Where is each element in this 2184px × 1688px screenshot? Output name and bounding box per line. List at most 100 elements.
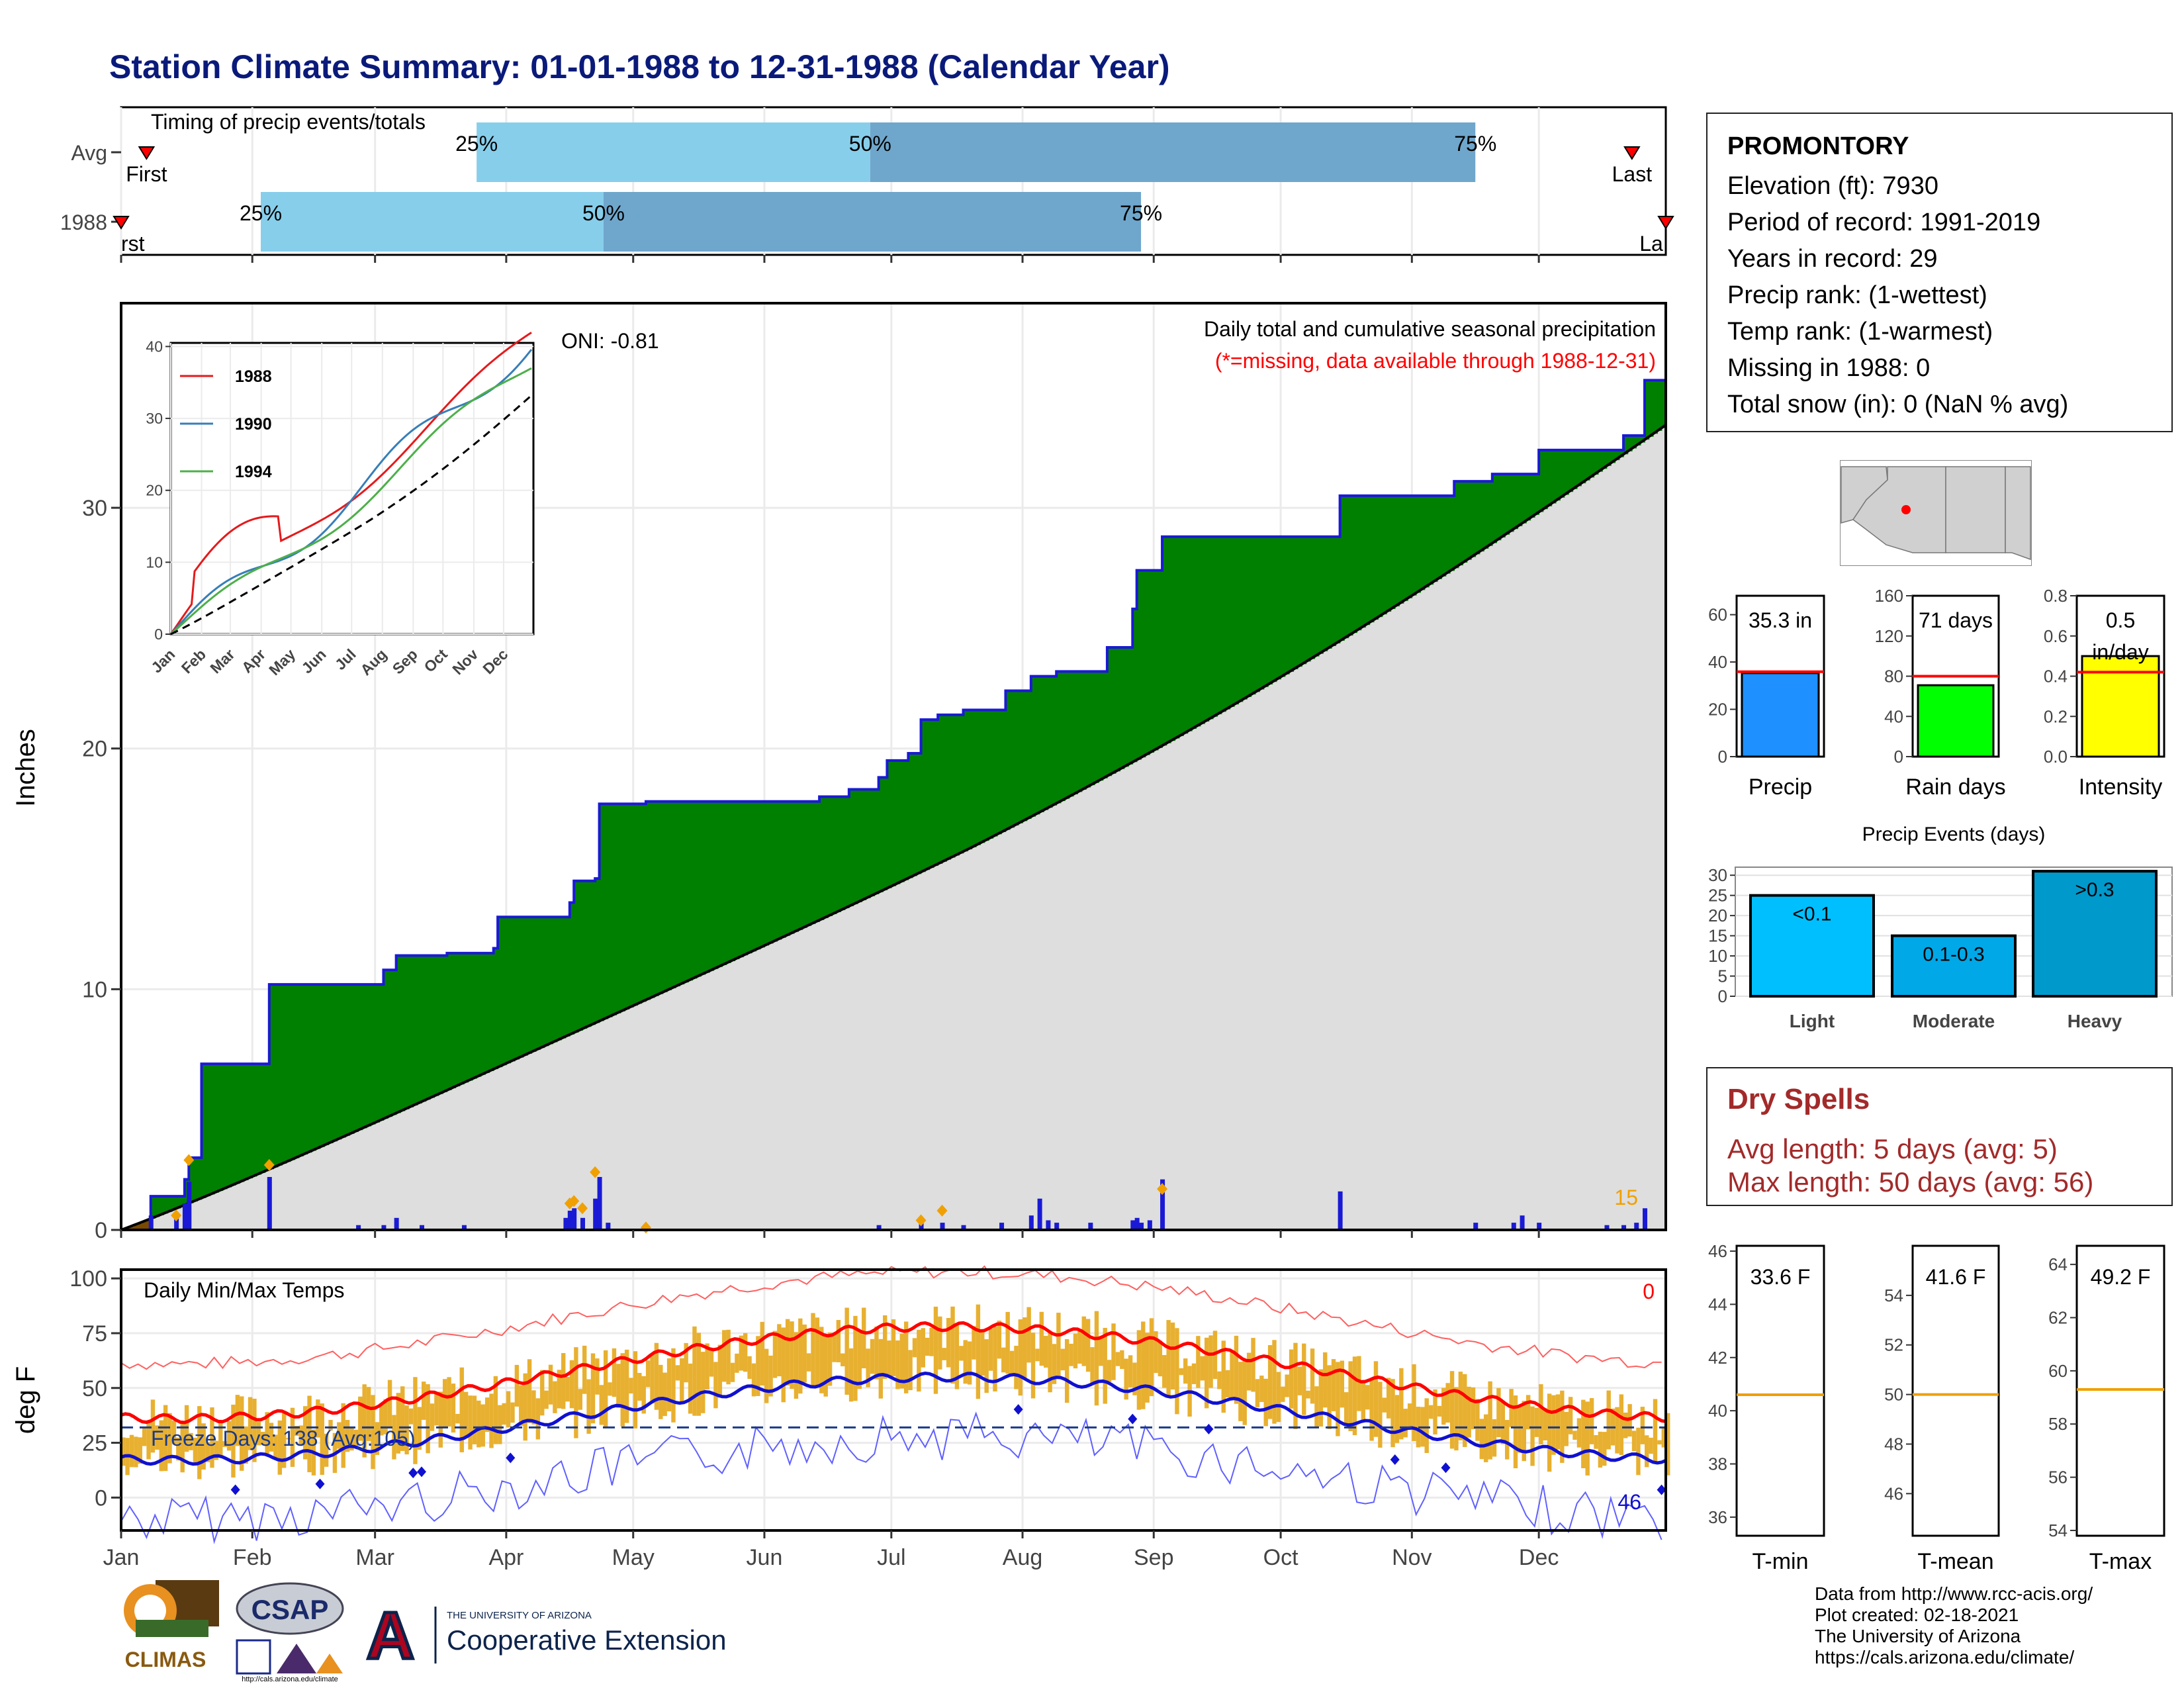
above-average-fill [1166,536,1171,743]
above-average-fill [1361,495,1366,628]
above-average-fill [1416,495,1421,593]
temp-panel: 0 25 50 75 100 Jan Feb Mar Apr May Jun Jul Aug Sep Oct… [11,1265,1670,1570]
daily-temp-bar [1128,1355,1133,1387]
above-average-fill [1645,380,1650,440]
above-average-fill [1263,536,1269,687]
daily-temp-bar [1467,1386,1471,1438]
daily-temp-bar [751,1363,756,1397]
daily-temp-bar [1568,1397,1573,1434]
daily-temp-bar [438,1391,443,1448]
daily-temp-bar [574,1347,578,1438]
above-average-fill [659,801,664,994]
above-average-fill [1242,536,1248,700]
above-average-fill [1090,671,1095,786]
daily-temp-bar [946,1317,951,1368]
daily-temp-bar [1518,1405,1522,1453]
above-average-fill [709,801,715,971]
daily-temp-bar [1196,1336,1201,1388]
above-average-fill [1259,536,1265,690]
daily-temp-bar [1543,1408,1547,1441]
first-event-label: First [126,162,167,186]
above-average-fill [557,917,562,1041]
above-average-fill [269,984,275,1170]
above-average-fill [1060,671,1066,802]
mini-tick-label: 40 [1708,652,1727,672]
daily-temp-bar [1471,1387,1476,1429]
above-average-fill [1572,449,1578,489]
above-average-fill [1543,449,1548,510]
daily-temp-bar [929,1327,934,1356]
daily-temp-bar [286,1438,291,1440]
above-average-fill [1525,474,1531,521]
cumulative-1988-line [121,379,1666,1231]
daily-temp-bar [468,1395,473,1450]
above-average-fill [358,984,363,1131]
events-tick-label: 30 [1708,865,1727,885]
above-average-fill [189,1157,194,1203]
above-average-fill [696,801,702,977]
daily-temp-bar [569,1360,574,1409]
temp-value-label: 49.2 F [2091,1265,2151,1289]
above-average-fill [666,801,672,990]
mini-tick-label: 120 [1875,626,1903,646]
above-average-fill [1175,536,1180,739]
above-average-fill [1251,536,1256,695]
daily-precip-extreme-marker [915,1214,927,1227]
daily-temp-bar [853,1315,858,1401]
above-average-fill [1505,474,1510,535]
above-average-fill [1564,449,1569,495]
above-average-fill [540,917,545,1049]
daily-temp-bar [1479,1419,1484,1460]
above-average-fill [320,984,325,1147]
daily-temp-bar [477,1400,481,1448]
daily-temp-bar [463,1391,469,1438]
credit-line: The University of Arizona [1815,1626,2021,1646]
above-average-fill [1285,536,1290,675]
daily-temp-bar [1149,1318,1154,1397]
record-low-marker [315,1478,325,1489]
temp-tick-label: 52 [1884,1335,1903,1355]
daily-temp-bar [413,1377,418,1464]
above-average-fill [1246,536,1252,697]
above-average-fill [1657,380,1662,431]
above-average-fill [912,753,917,876]
events-bar [1749,894,1875,998]
timing-pct-label: 75% [1454,132,1496,156]
above-average-fill [1568,449,1574,492]
above-average-fill [1331,536,1337,646]
daily-precip-extreme-marker [171,1209,182,1222]
daily-temp-bar [1039,1311,1044,1366]
above-average-fill [680,801,685,985]
above-average-fill [1094,671,1099,783]
precip-panel: 0 10 20 30 Inches Daily total and cumulative … [11,302,1667,1243]
daily-temp-bar [933,1306,938,1394]
above-average-fill [972,710,977,847]
daily-temp-bar [1255,1379,1260,1407]
daily-temp-bar [1023,1317,1027,1380]
daily-temp-bar [502,1403,506,1425]
above-average-fill [1555,449,1561,501]
above-average-fill [1615,449,1620,461]
above-average-fill [899,760,905,882]
daily-temp-bar [1484,1414,1488,1462]
daily-temp-bar [184,1405,189,1452]
daily-temp-bar [1357,1356,1361,1411]
daily-precip-bar [572,1208,577,1230]
above-average-fill [261,1064,266,1173]
daily-precip-bar [1037,1198,1042,1230]
above-average-fill [392,970,397,1115]
dry-spells-avg: Avg length: 5 days (avg: 5) [1727,1133,2058,1164]
daily-temp-bar [261,1431,265,1445]
above-average-fill [612,804,617,1015]
daily-temp-bar [1246,1352,1251,1391]
above-average-fill [1399,495,1404,604]
above-average-fill [1124,647,1129,767]
above-average-fill [1509,474,1514,532]
above-average-fill [862,789,867,900]
daily-temp-bar [472,1395,477,1444]
above-average-fill [244,1064,249,1180]
daily-temp-bar [455,1413,460,1424]
y-tick-label: 0 [95,1218,107,1243]
daily-temp-bar [222,1441,227,1447]
daily-temp-bar [205,1442,210,1462]
